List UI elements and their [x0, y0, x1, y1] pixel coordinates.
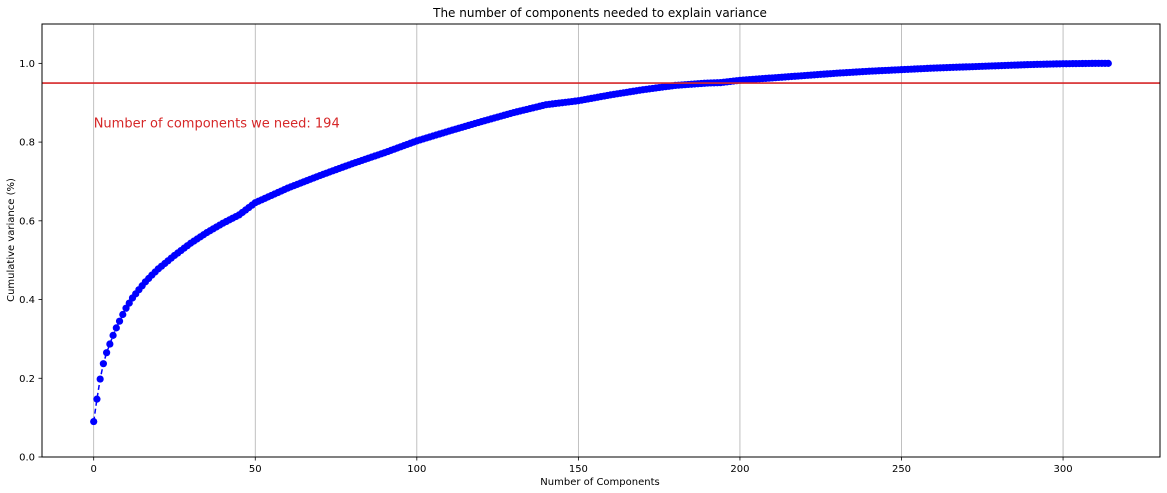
x-tick-label: 0	[91, 464, 97, 475]
x-tick-label: 300	[1054, 464, 1073, 475]
x-axis-label: Number of Components	[540, 477, 659, 488]
data-point	[109, 331, 117, 339]
series	[90, 59, 1112, 426]
x-tick-label: 250	[892, 464, 911, 475]
data-point	[93, 395, 101, 403]
x-tick-label: 200	[730, 464, 749, 475]
data-point	[125, 299, 133, 307]
chart-title: The number of components needed to expla…	[432, 6, 767, 20]
data-point	[119, 310, 127, 319]
data-point	[122, 304, 130, 312]
y-tick-label: 0.6	[19, 216, 35, 227]
y-tick-label: 0.8	[19, 138, 35, 149]
y-tick-label: 0.2	[19, 374, 35, 385]
y-axis-label: Cumulative variance (%)	[6, 178, 17, 302]
y-tick-label: 0.4	[19, 295, 35, 306]
data-point	[103, 349, 111, 357]
x-tick-label: 150	[569, 464, 588, 475]
plot-frame	[41, 23, 1161, 458]
data-point	[112, 324, 120, 332]
data-point	[99, 360, 107, 368]
annotation: Number of components we need: 194	[94, 116, 340, 131]
y-tick-label: 1.0	[19, 59, 35, 70]
y-ticks: 0.0 0.2 0.4 0.6 0.8 1.0	[19, 59, 42, 464]
data-point	[106, 340, 114, 348]
data-point	[90, 417, 98, 426]
x-ticks: 0 50 100 150 200 250 300	[91, 457, 1073, 475]
grid	[93, 24, 1064, 457]
data-point	[115, 317, 124, 325]
x-tick-label: 50	[249, 464, 262, 475]
y-tick-label: 0.0	[19, 453, 35, 464]
x-tick-label: 100	[407, 464, 426, 475]
data-point	[1104, 59, 1112, 67]
data-point	[96, 375, 104, 383]
